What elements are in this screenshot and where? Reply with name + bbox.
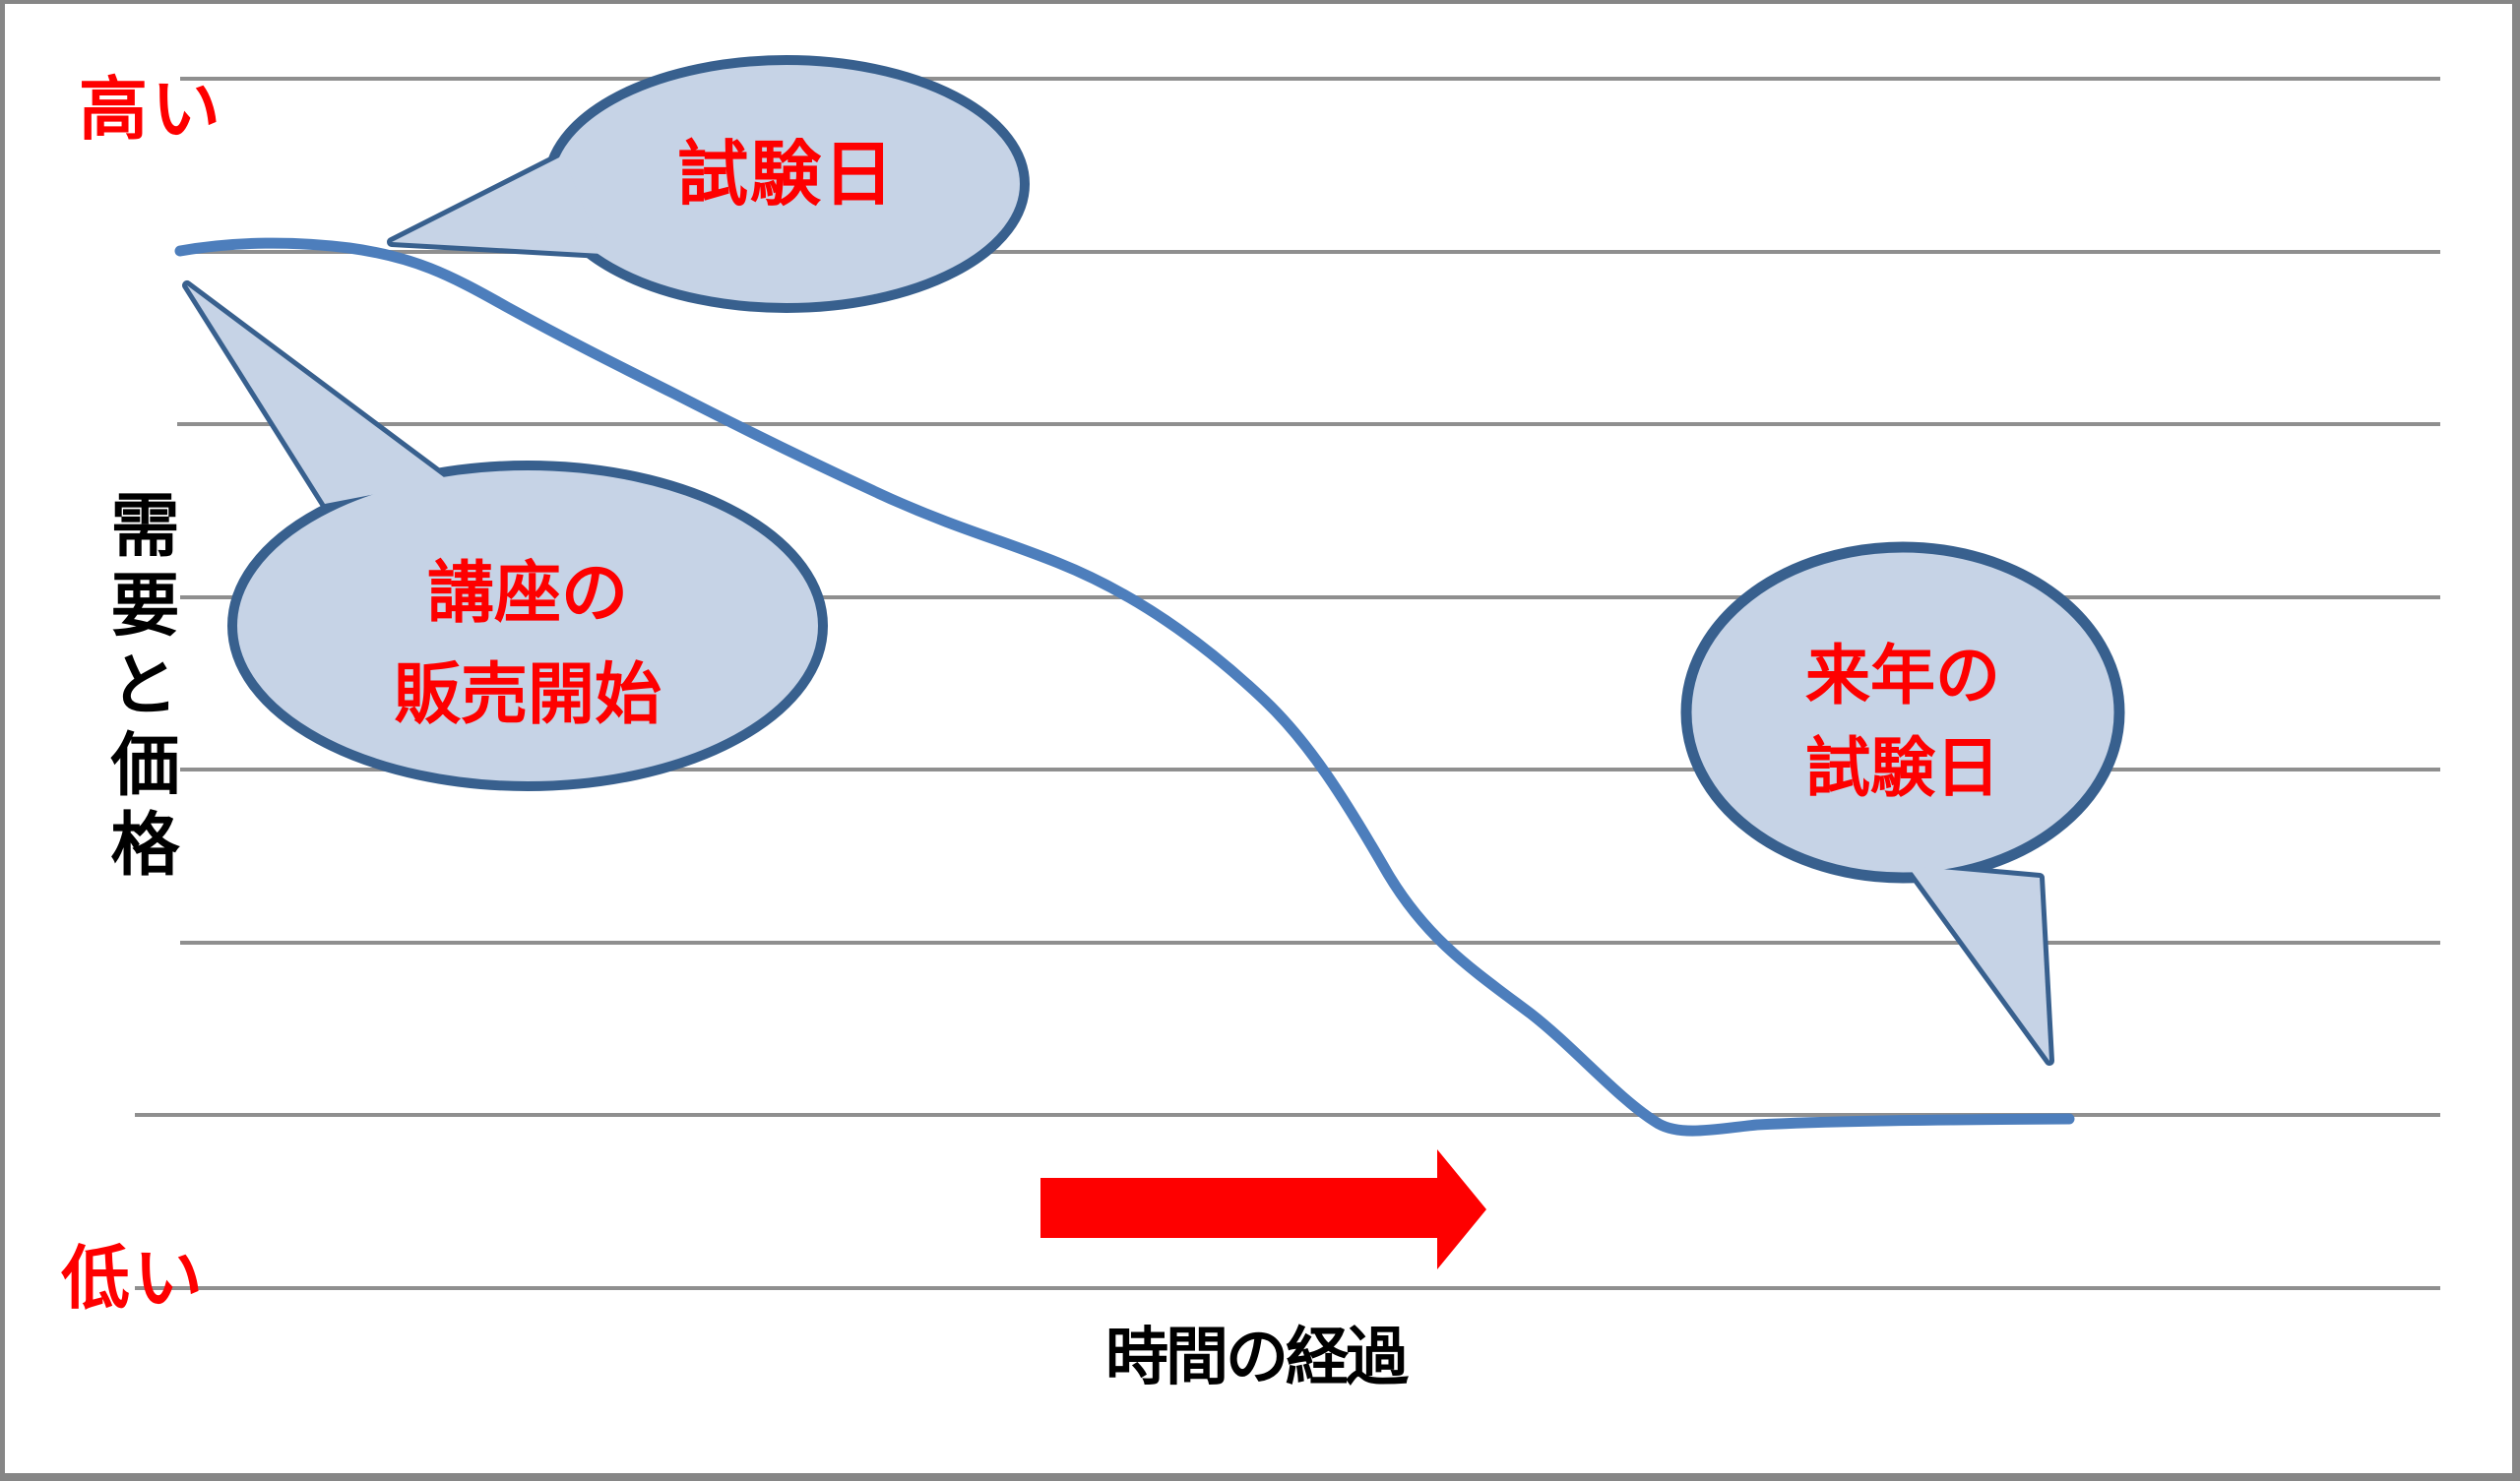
callout-exam-day — [387, 55, 1030, 313]
frame-right — [2512, 0, 2520, 1481]
callout-next-year-exam-day — [1680, 541, 2125, 1066]
callout-next-year-exam-day-bubble — [1680, 541, 2125, 884]
y-axis-high-label: 高い — [79, 71, 224, 148]
demand-price-curve — [174, 237, 2075, 1137]
y-axis-low-label: 低い — [61, 1240, 207, 1317]
callout-exam-day-line: 試験日 — [676, 136, 896, 215]
time-arrow-icon — [1040, 1149, 1486, 1269]
callout-exam-day-text: 試験日 — [590, 136, 983, 215]
callout-next-year-exam-day-line1: 来年の — [1805, 639, 2000, 711]
callout-next-year-exam-day-text: 来年の 試験日 — [1686, 629, 2119, 814]
callout-course-sales-start-line1: 講座の — [426, 556, 628, 631]
callout-course-sales-start-bubble — [227, 461, 828, 791]
x-axis-title: 時間の経過 — [1105, 1322, 1409, 1392]
callout-course-sales-start-text: 講座の 販売開始 — [282, 543, 774, 746]
frame-left — [0, 0, 5, 1481]
y-axis-title: 需要と価格 — [101, 489, 178, 888]
callout-next-year-exam-day-tail-fill — [1908, 866, 2049, 1061]
frame-top — [0, 0, 2520, 4]
callout-exam-day-tail-fill — [392, 155, 602, 254]
callout-course-sales-start — [182, 280, 828, 791]
callout-next-year-exam-day-line2: 試験日 — [1805, 731, 2000, 804]
callout-course-sales-start-tail-fill — [187, 285, 448, 504]
callout-course-sales-start-line2: 販売開始 — [393, 657, 662, 732]
frame-bottom — [0, 1473, 2520, 1481]
